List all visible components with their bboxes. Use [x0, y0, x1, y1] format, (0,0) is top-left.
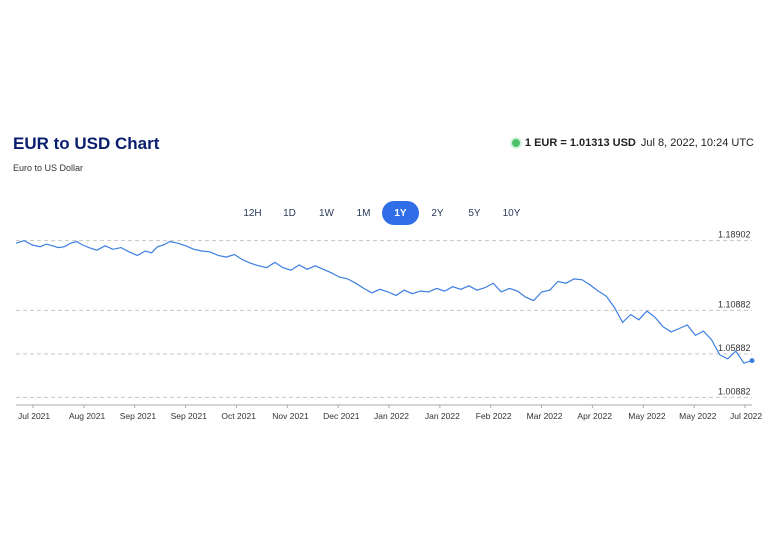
x-tick-label: Dec 2021	[323, 411, 360, 421]
range-tab-1y[interactable]: 1Y	[382, 201, 419, 225]
rate-value: 1 EUR = 1.01313 USD	[524, 137, 636, 149]
x-tick-label: Nov 2021	[272, 411, 309, 421]
last-point-marker	[749, 358, 755, 364]
x-tick-label: Jul 2022	[730, 411, 762, 421]
series-line	[15, 239, 753, 364]
x-tick-label: Aug 2021	[69, 411, 106, 421]
x-tick-label: Mar 2022	[527, 411, 563, 421]
y-tick-label: 1.10882	[718, 299, 751, 309]
x-tick-label: Jan 2022	[374, 411, 409, 421]
x-tick-label: Apr 2022	[577, 411, 612, 421]
range-tabs: 12H 1D 1W 1M 1Y 2Y 5Y 10Y	[234, 201, 530, 225]
x-tick-label: Sep 2021	[171, 411, 208, 421]
x-tick-label: Sep 2021	[120, 411, 157, 421]
x-tick-label: May 2022	[628, 411, 666, 421]
live-status-icon	[511, 139, 520, 147]
y-tick-label: 1.18902	[718, 230, 751, 240]
line-chart: 1.18902 1.10882 1.05882 1.00882 Jul 2021 Aug …	[15, 230, 762, 421]
x-tick-label: May 2022	[679, 411, 717, 421]
x-tick-label: Jan 2022	[425, 411, 460, 421]
range-tab-1d[interactable]: 1D	[283, 207, 296, 219]
chart-title: EUR to USD Chart	[13, 134, 160, 153]
y-tick-label: 1.05882	[718, 343, 751, 353]
chart-subtitle: Euro to US Dollar	[13, 163, 84, 173]
range-tab-1w[interactable]: 1W	[319, 207, 334, 219]
range-tab-10y[interactable]: 10Y	[502, 207, 521, 219]
y-tick-label: 1.00882	[718, 386, 751, 396]
current-rate: 1 EUR = 1.01313 USD Jul 8, 2022, 10:24 U…	[511, 137, 754, 149]
range-tab-1m[interactable]: 1M	[356, 207, 371, 219]
x-tick-label: Jul 2021	[18, 411, 50, 421]
x-tick-label: Oct 2021	[221, 411, 256, 421]
rate-timestamp: Jul 8, 2022, 10:24 UTC	[640, 137, 754, 149]
x-tick-label: Feb 2022	[476, 411, 512, 421]
range-tab-2y[interactable]: 2Y	[431, 207, 444, 219]
range-tab-12h[interactable]: 12H	[243, 207, 262, 219]
range-tab-5y[interactable]: 5Y	[468, 207, 481, 219]
